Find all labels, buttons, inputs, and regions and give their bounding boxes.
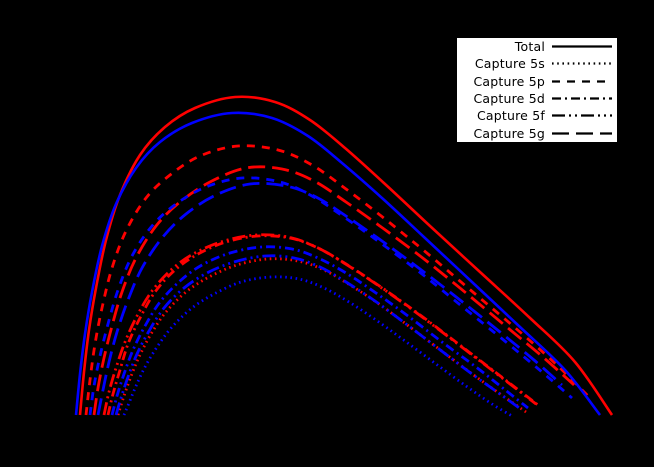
legend-label-capture-5p: Capture 5p [473,73,545,89]
legend-item-capture-5s: Capture 5s [457,55,617,72]
legend-item-capture-5g: Capture 5g [457,124,617,141]
legend-item-capture-5f: Capture 5f [457,107,617,124]
curve-total-blue [74,111,602,416]
curve-capture-5p-blue [88,176,573,416]
legend-sample-capture-5s [551,57,613,70]
curve-capture-5f-blue [114,254,523,416]
legend-label-capture-5g: Capture 5g [473,125,545,141]
legend-sample-capture-5f [551,109,613,122]
curve-group [74,95,614,418]
legend-label-total: Total [514,39,545,55]
curve-capture-5d-blue [110,245,529,416]
curve-capture-5s-blue [122,275,513,418]
legend-sample-capture-5d [551,92,613,105]
legend-item-capture-5p: Capture 5p [457,73,617,90]
legend-label-capture-5f: Capture 5f [476,108,545,124]
curve-capture-5p-red [84,144,591,416]
legend-label-capture-5d: Capture 5d [473,91,545,107]
legend-item-total: Total [457,38,617,55]
legend-sample-total [551,40,613,53]
legend-item-capture-5d: Capture 5d [457,90,617,107]
legend-sample-capture-5g [551,127,613,140]
curve-capture-5g-blue [96,181,563,416]
legend-box: Total Capture 5s Capture 5p [456,37,618,143]
curve-capture-5d-red [106,234,539,416]
curve-total-red [78,95,614,416]
legend-sample-capture-5p [551,75,613,88]
legend-label-capture-5s: Capture 5s [474,56,545,72]
